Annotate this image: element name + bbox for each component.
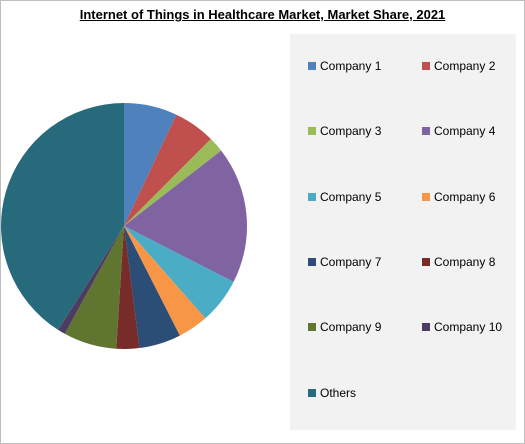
- pie-slice-company-2: [124, 114, 211, 226]
- legend-swatch: [308, 257, 316, 266]
- legend-item-company-2: Company 2: [422, 58, 495, 74]
- legend-label: Company 4: [434, 124, 496, 139]
- legend-label: Company 3: [320, 124, 382, 139]
- pie-slice-company-7: [124, 226, 180, 349]
- legend-swatch: [422, 127, 430, 136]
- legend-item-company-9: Company 9: [308, 319, 381, 335]
- legend-label: Company 7: [320, 254, 382, 269]
- legend-item-others: Others: [308, 385, 356, 401]
- legend-label: Others: [320, 385, 357, 400]
- pie-slice-company-6: [124, 226, 206, 336]
- legend-label: Company 1: [320, 59, 382, 73]
- legend-swatch: [422, 323, 430, 332]
- pie-slice-company-5: [124, 226, 234, 319]
- legend-swatch: [308, 192, 316, 201]
- legend-swatch: [422, 62, 430, 70]
- legend-label: Company 9: [320, 320, 382, 335]
- pie-slice-others: [1, 103, 124, 330]
- legend-label: Company 5: [320, 189, 382, 204]
- chart-title: Internet of Things in Healthcare Market,…: [79, 7, 446, 22]
- legend-swatch: [308, 388, 316, 397]
- legend-swatch: [308, 323, 316, 332]
- pie-slice-company-8: [116, 226, 140, 350]
- legend-item-company-3: Company 3: [308, 123, 381, 139]
- pie-slice-company-9: [64, 226, 124, 349]
- chart-legend: Company 1 Company 2 Company 3 Company 4 Comp…: [290, 34, 516, 430]
- legend-label: Company 10: [434, 320, 503, 335]
- pie-slice-company-3: [124, 139, 222, 226]
- pie-slice-company-1: [124, 103, 177, 226]
- legend-swatch: [422, 257, 430, 266]
- legend-item-company-5: Company 5: [308, 189, 381, 205]
- legend-swatch: [308, 62, 316, 70]
- pie-chart: [1, 103, 247, 350]
- legend-item-company-4: Company 4: [422, 123, 495, 139]
- legend-swatch: [422, 192, 430, 201]
- legend-item-company-1: Company 1: [308, 58, 381, 74]
- legend-label: Company 2: [434, 59, 496, 73]
- legend-item-company-7: Company 7: [308, 254, 381, 270]
- pie-slice-company-4: [124, 150, 247, 282]
- legend-label: Company 8: [434, 254, 496, 269]
- legend-swatch: [308, 127, 316, 136]
- legend-label: Company 6: [434, 189, 496, 204]
- legend-item-company-10: Company 10: [422, 319, 502, 335]
- pie-slice-company-10: [58, 226, 125, 334]
- legend-item-company-6: Company 6: [422, 189, 495, 205]
- legend-item-company-8: Company 8: [422, 254, 495, 270]
